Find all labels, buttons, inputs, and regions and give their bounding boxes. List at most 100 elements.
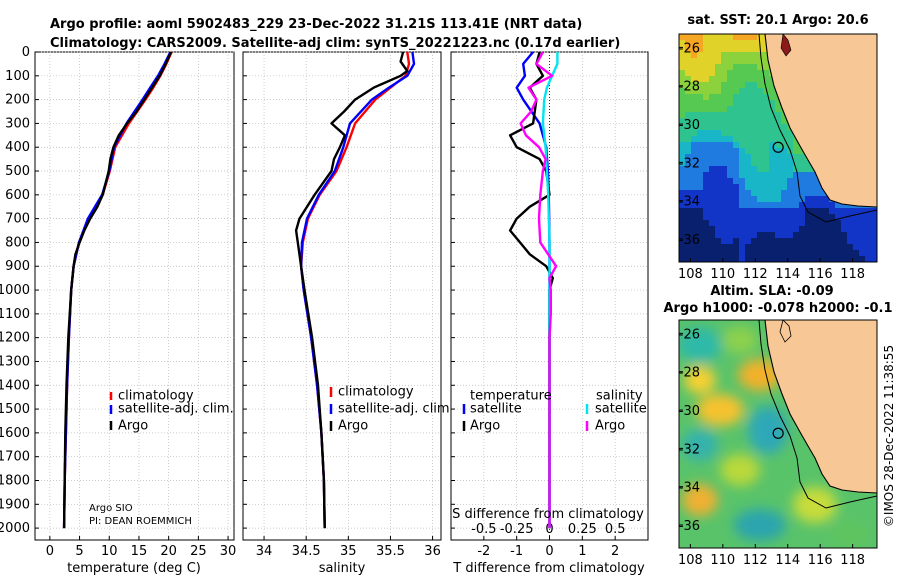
sst-cell (697, 226, 704, 233)
depth-tick-label: 300 (5, 116, 30, 131)
sst-cell (679, 160, 686, 167)
sst-cell (715, 52, 722, 59)
salinity-panel: 34 34.5 35 35.5 36 salinity climatology sate… (242, 51, 454, 576)
sla-blob (720, 454, 760, 486)
sst-cell (691, 232, 698, 239)
temperature-series (62, 51, 173, 529)
sst-cell (799, 250, 806, 257)
sst-cell (763, 226, 770, 233)
sst-cell (745, 64, 752, 71)
sst-cell (697, 178, 704, 185)
sst-cell (691, 160, 698, 167)
sst-cell (727, 46, 734, 53)
sst-cell (745, 52, 752, 59)
sst-cell (781, 196, 788, 203)
sst-cell (841, 238, 848, 245)
latitude-tick-label: -26 (679, 41, 700, 56)
sst-cell (781, 214, 788, 221)
sst-cell (769, 88, 776, 95)
sst-cell (685, 256, 692, 262)
sst-cell (805, 160, 812, 167)
sst-cell (691, 196, 698, 203)
sst-cell (685, 88, 692, 95)
sst-cell (727, 178, 734, 185)
sst-cell (733, 220, 740, 227)
sst-cell (721, 34, 728, 41)
sst-cell (781, 130, 788, 137)
sst-cell (739, 76, 746, 83)
sst-cell (757, 64, 764, 71)
sst-cell (751, 250, 758, 257)
sst-cell (679, 238, 686, 245)
sst-cell (679, 166, 686, 173)
x-tick-label: 5 (75, 544, 83, 559)
sst-cell (775, 100, 782, 107)
sst-cell (775, 184, 782, 191)
sst-cell (739, 190, 746, 197)
legend-title-temperature: temperature (470, 389, 552, 404)
sst-cell (793, 238, 800, 245)
sst-cell (715, 148, 722, 155)
sst-cell (685, 214, 692, 221)
sst-cell (709, 154, 716, 161)
sst-cell (853, 220, 860, 227)
sst-cell (853, 214, 860, 221)
sst-cell (685, 76, 692, 83)
sst-cell (763, 100, 770, 107)
sst-cell (793, 220, 800, 227)
sst-cell (715, 220, 722, 227)
sst-cell (727, 232, 734, 239)
sst-cell (871, 214, 877, 221)
sst-cell (865, 238, 872, 245)
sst-cell (733, 154, 740, 161)
sst-cell (757, 232, 764, 239)
sst-cell (697, 64, 704, 71)
sst-cell (727, 166, 734, 173)
sst-cell (715, 58, 722, 65)
sst-cell (871, 256, 877, 262)
sst-cell (817, 238, 824, 245)
s-difference-xlabel: S difference from climatology (452, 507, 644, 522)
sst-cell (709, 172, 716, 179)
legend-label-t-argo: Argo (470, 419, 500, 434)
sst-cell (859, 256, 866, 262)
sst-cell (769, 214, 776, 221)
sst-cell (721, 70, 728, 77)
sst-cell (727, 190, 734, 197)
sst-cell (733, 172, 740, 179)
sst-cell (697, 154, 704, 161)
sst-cell (721, 106, 728, 113)
salinity-legend: climatology satellite-adj. clim. Argo (329, 385, 454, 434)
sst-cell (727, 52, 734, 59)
sst-cell (739, 226, 746, 233)
sst-cell (763, 250, 770, 257)
sst-cell (727, 244, 734, 251)
legend-title-salinity: salinity (596, 389, 643, 404)
sst-cell (703, 88, 710, 95)
sst-cell (733, 46, 740, 53)
sst-cell (865, 214, 872, 221)
sst-cell (841, 250, 848, 257)
sst-cell (739, 256, 746, 262)
sst-cell (829, 250, 836, 257)
sst-cell (703, 160, 710, 167)
sst-cell (805, 250, 812, 257)
sst-cell (709, 238, 716, 245)
depth-tick-label: 700 (5, 212, 30, 227)
sla-blob (722, 326, 758, 354)
sst-cell (835, 214, 842, 221)
s-tick-label: 0.25 (568, 522, 597, 537)
sst-cell (751, 172, 758, 179)
sst-cell (703, 148, 710, 155)
sst-cell (721, 172, 728, 179)
sst-cell (715, 46, 722, 53)
sst-cell (811, 256, 818, 262)
sst-cell (727, 196, 734, 203)
argo-position-marker (772, 141, 784, 153)
sst-cell (871, 226, 877, 233)
sst-cell (823, 226, 830, 233)
sst-cell (727, 100, 734, 107)
sst-cell (799, 178, 806, 185)
island-outline (779, 320, 792, 343)
sst-cell (769, 202, 776, 209)
